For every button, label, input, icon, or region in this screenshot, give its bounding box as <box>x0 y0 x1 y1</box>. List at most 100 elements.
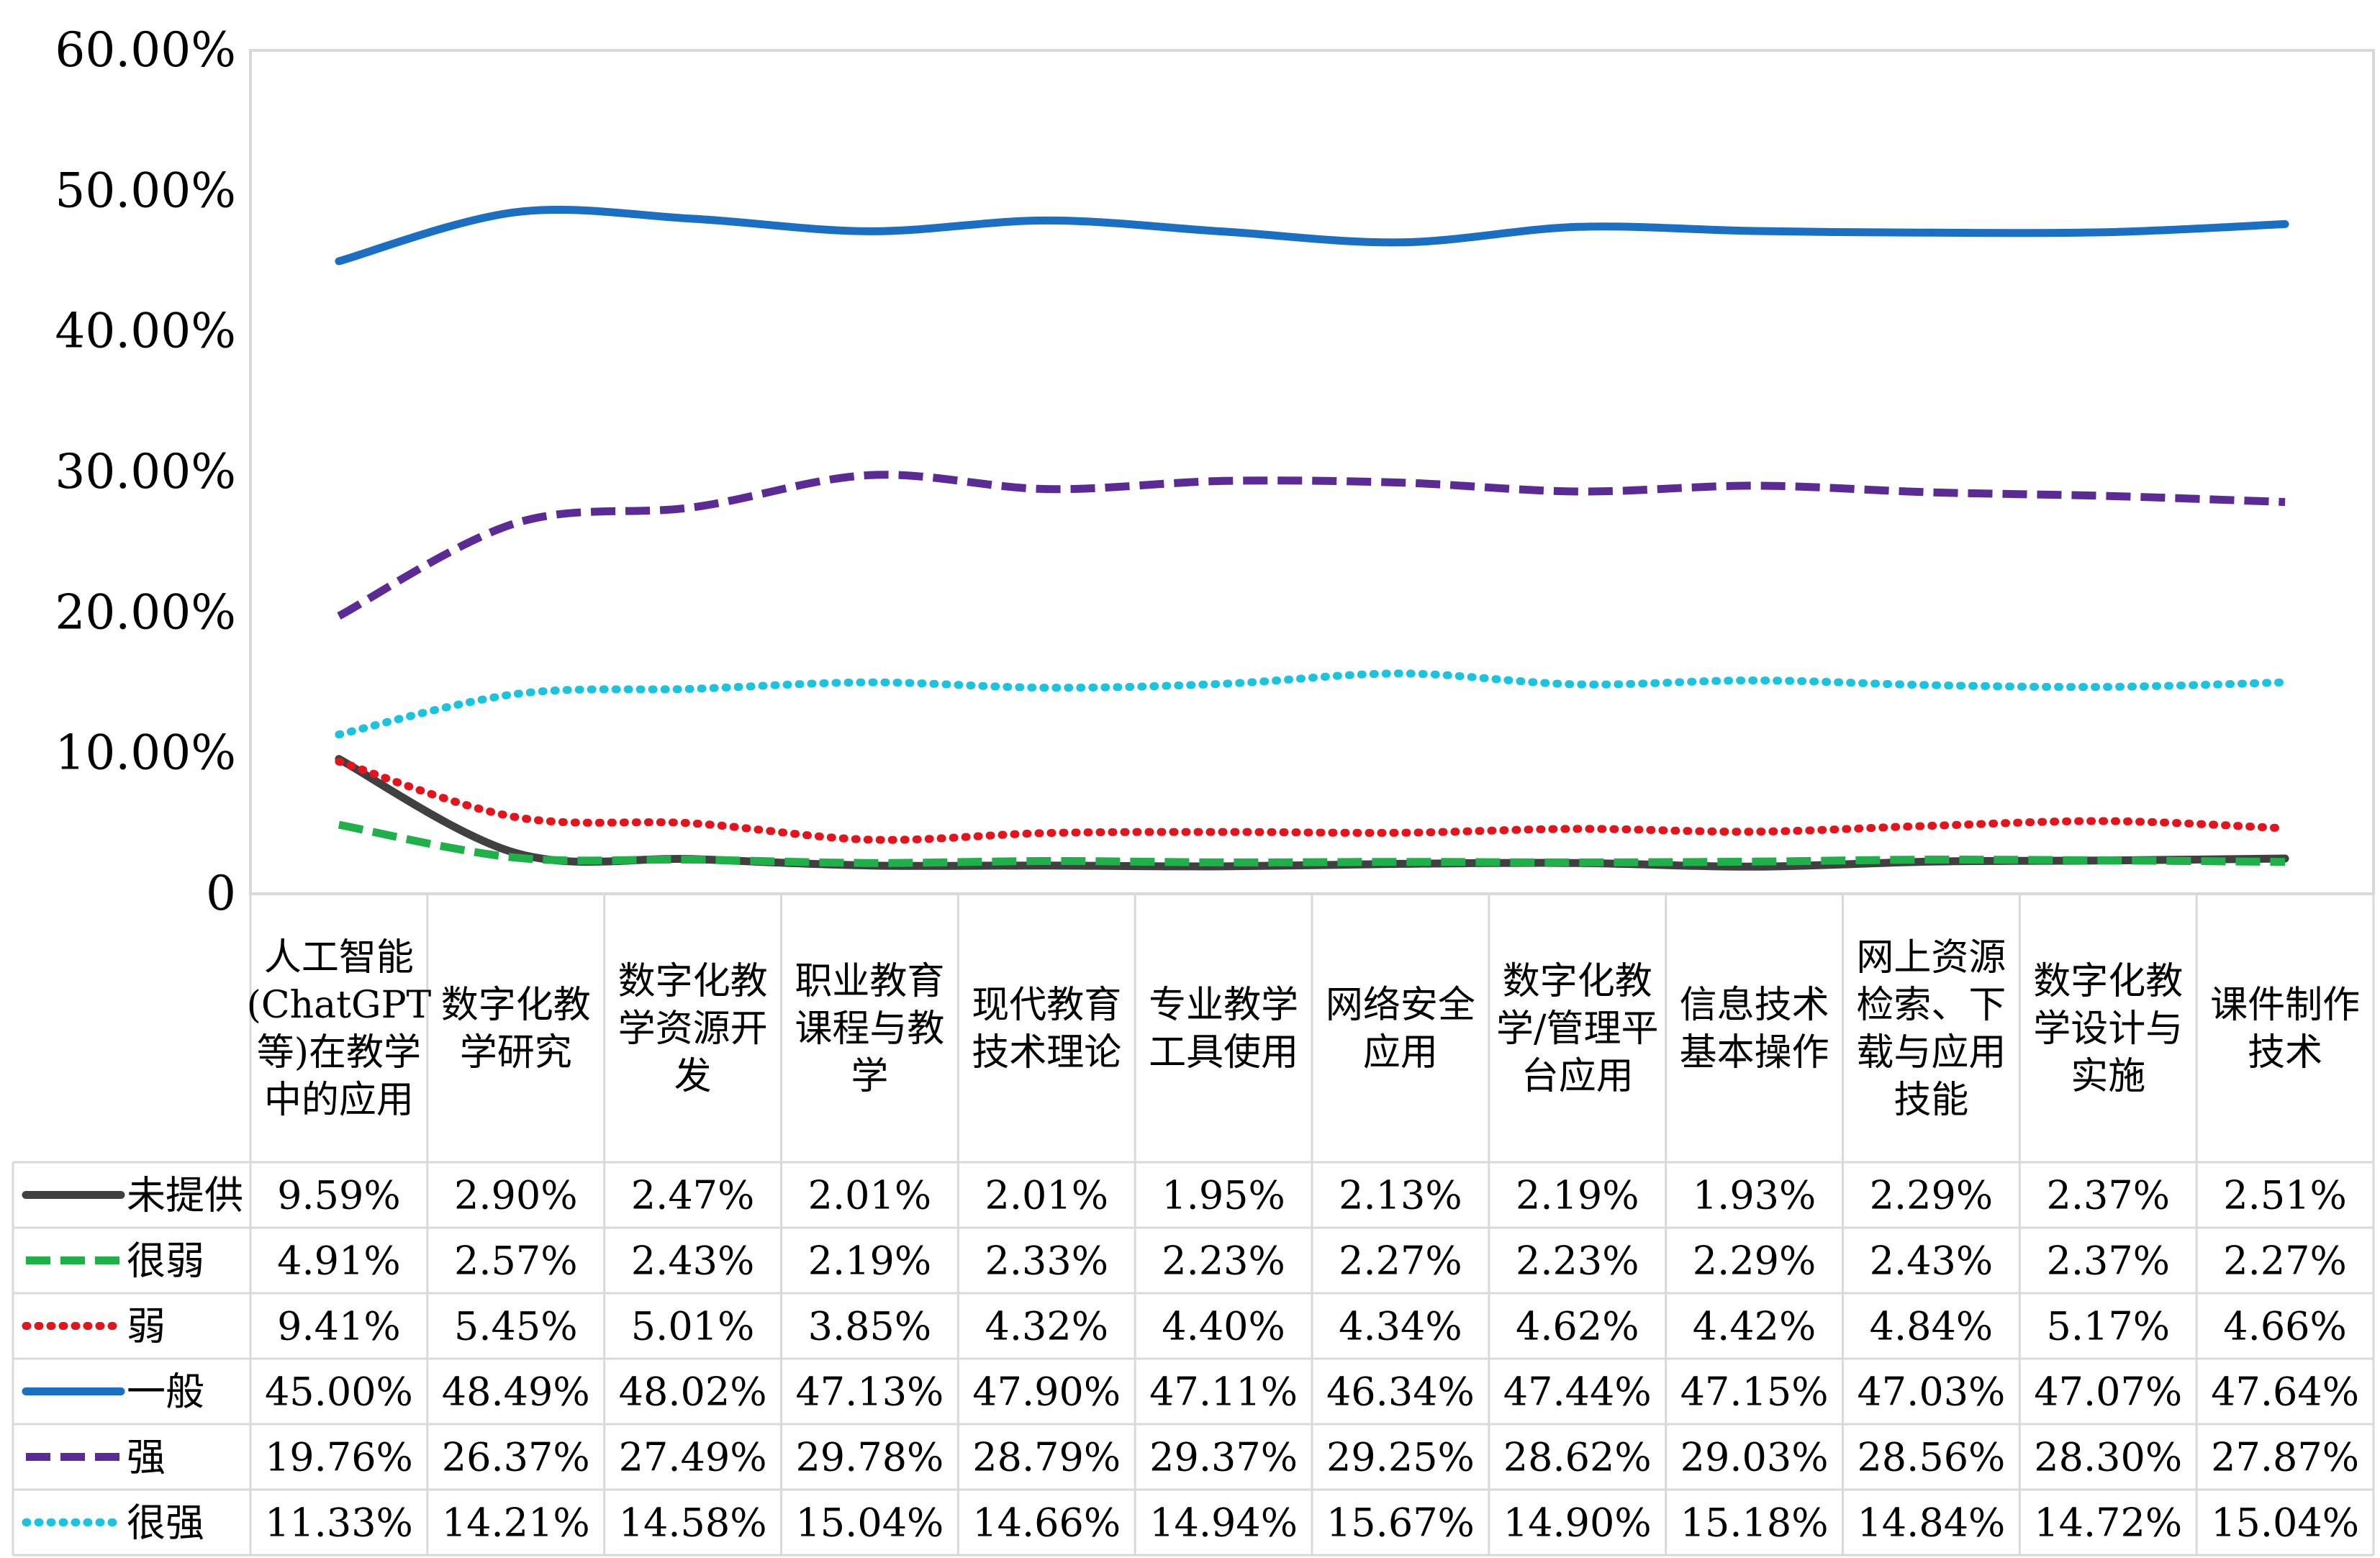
x-tick-label: 检索、下 <box>1856 984 2006 1027</box>
x-tick-label: 数字化教 <box>618 960 768 1003</box>
legend-label: 一般 <box>127 1369 204 1415</box>
data-point <box>2284 827 2286 830</box>
data-point <box>1753 230 1756 232</box>
data-label: 47.03% <box>1857 1369 2005 1415</box>
data-point <box>2284 861 2286 864</box>
data-point <box>2107 685 2109 688</box>
series-line <box>337 471 2286 620</box>
data-label: 2.37% <box>2046 1173 2170 1218</box>
x-axis-categories: 人工智能(ChatGPT等)在教学中的应用数字化教学研究数字化教学资源开发职业教… <box>247 936 2361 1122</box>
data-point <box>338 260 340 263</box>
data-point <box>338 733 340 736</box>
data-point <box>515 522 517 525</box>
data-point <box>1045 832 1048 835</box>
x-tick-label: 信息技术 <box>1680 984 1829 1027</box>
legend-label: 弱 <box>127 1304 166 1349</box>
data-label: 47.64% <box>2211 1369 2359 1415</box>
data-label: 2.01% <box>808 1173 932 1218</box>
data-point <box>868 230 871 232</box>
data-point <box>1576 225 1579 228</box>
data-label: 2.27% <box>1339 1238 1462 1284</box>
x-tick-label: 课件制作 <box>2210 984 2360 1027</box>
x-tick-label: 学/管理平 <box>1496 1007 1659 1051</box>
data-label: 48.02% <box>619 1369 767 1415</box>
data-label: 2.57% <box>454 1238 578 1284</box>
data-point <box>1576 683 1579 686</box>
data-label: 4.34% <box>1339 1304 1462 1349</box>
data-point <box>868 681 871 684</box>
data-point <box>1222 830 1225 833</box>
data-label: 5.01% <box>631 1304 755 1349</box>
x-tick-label: 数字化教 <box>1503 960 1652 1003</box>
data-point <box>692 217 694 220</box>
data-label: 4.32% <box>985 1304 1108 1349</box>
x-tick-label: 网上资源 <box>1856 936 2006 979</box>
y-tick-label: 60.00% <box>55 22 236 78</box>
data-point <box>868 861 871 864</box>
x-tick-label: 网络安全 <box>1326 984 1475 1027</box>
data-point <box>515 692 517 695</box>
data-point <box>1222 230 1225 233</box>
data-label: 2.33% <box>985 1238 1108 1284</box>
data-label: 45.00% <box>265 1369 413 1415</box>
x-tick-label: 等)在教学 <box>257 1031 421 1074</box>
data-point <box>1399 241 1402 244</box>
data-label: 2.23% <box>1162 1238 1285 1284</box>
data-point <box>1222 682 1225 685</box>
data-point <box>2284 222 2286 225</box>
data-point <box>515 211 517 214</box>
y-axis: 0 10.00% 20.00% 30.00% 40.00% 50.00% 60.00% <box>55 22 236 921</box>
data-label: 2.19% <box>1516 1173 1639 1218</box>
data-point <box>692 822 694 825</box>
data-label: 2.29% <box>1693 1238 1816 1284</box>
data-point <box>1045 859 1048 862</box>
x-tick-label: 台应用 <box>1521 1055 1634 1098</box>
x-tick-label: 数字化教 <box>441 984 591 1027</box>
series-line <box>335 755 2289 871</box>
data-point <box>1045 488 1048 491</box>
data-point <box>1753 679 1756 681</box>
x-tick-label: 数字化教 <box>2033 960 2183 1003</box>
data-label: 29.25% <box>1326 1435 1475 1480</box>
x-tick-label: 学研究 <box>460 1031 572 1074</box>
data-label: 27.49% <box>619 1435 767 1480</box>
data-point <box>338 615 340 617</box>
data-label: 2.13% <box>1339 1173 1462 1218</box>
data-label: 9.41% <box>277 1304 401 1349</box>
data-label: 2.90% <box>454 1173 578 1218</box>
data-point <box>2107 820 2109 823</box>
data-label: 14.66% <box>972 1500 1121 1546</box>
x-tick-label: 工具使用 <box>1149 1031 1298 1074</box>
data-point <box>1929 491 1932 494</box>
x-tick-label: 专业教学 <box>1149 984 1298 1027</box>
x-tick-label: 职业教育 <box>795 960 944 1003</box>
data-label: 28.56% <box>1857 1435 2005 1480</box>
y-tick-label: 50.00% <box>55 163 236 218</box>
data-label: 19.76% <box>265 1435 413 1480</box>
y-tick-label: 20.00% <box>55 584 236 640</box>
data-point <box>1753 484 1756 487</box>
data-label: 2.29% <box>1870 1173 1994 1218</box>
data-label: 15.04% <box>2211 1500 2359 1546</box>
x-tick-label: 发 <box>674 1055 712 1098</box>
data-label: 14.90% <box>1503 1500 1652 1546</box>
data-point <box>692 506 694 509</box>
data-label: 15.04% <box>795 1500 944 1546</box>
data-point <box>1753 830 1756 833</box>
x-tick-label: 技能 <box>1893 1079 1968 1122</box>
data-label: 47.15% <box>1680 1369 1829 1415</box>
data-point <box>1222 479 1225 482</box>
data-point <box>1399 672 1402 675</box>
data-label: 15.67% <box>1326 1500 1475 1546</box>
data-label: 29.78% <box>795 1435 944 1480</box>
legend-label: 未提供 <box>127 1173 243 1218</box>
data-point <box>1929 824 1932 827</box>
legend-label: 强 <box>127 1435 166 1480</box>
data-label: 1.95% <box>1162 1173 1285 1218</box>
data-point <box>1753 860 1756 863</box>
data-label: 2.43% <box>631 1238 755 1284</box>
data-point <box>1399 481 1402 484</box>
data-point <box>2107 231 2109 234</box>
y-tick-label: 30.00% <box>55 444 236 499</box>
data-label: 2.01% <box>985 1173 1108 1218</box>
